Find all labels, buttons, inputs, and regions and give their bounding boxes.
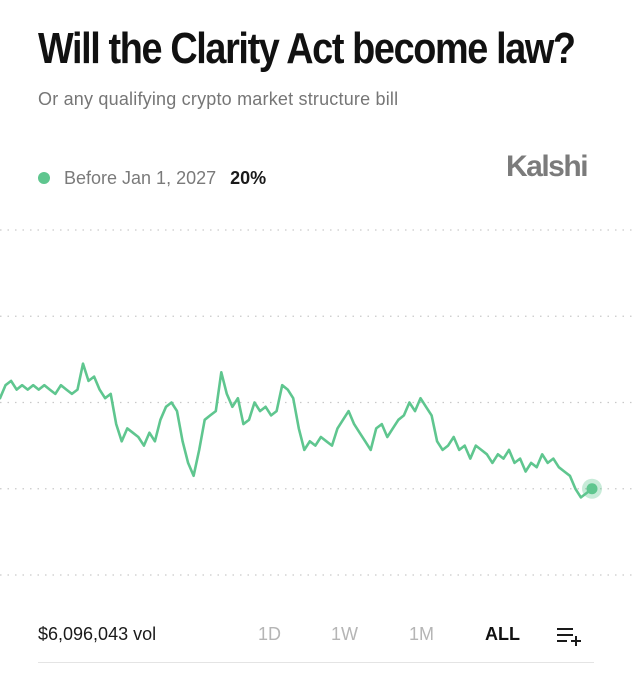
volume-label: $6,096,043 vol	[38, 624, 157, 644]
legend-label: Before Jan 1, 2027	[64, 167, 217, 188]
series-color-dot-icon	[38, 172, 50, 184]
page-title: Will the Clarity Act become law?	[38, 24, 576, 73]
series-line	[0, 362, 594, 499]
range-1w-button[interactable]: 1W	[331, 624, 358, 644]
range-all-button[interactable]: ALL	[485, 624, 520, 644]
chart-legend: Before Jan 1, 2027 20%	[38, 165, 266, 191]
current-point	[586, 483, 598, 495]
chart-footer: $6,096,043 vol 1D 1W 1M ALL	[0, 620, 633, 652]
add-to-list-icon[interactable]	[556, 625, 584, 647]
brand-logo: Kalshi	[506, 150, 589, 183]
footer-divider	[38, 662, 594, 663]
price-chart[interactable]	[0, 215, 633, 600]
range-1m-button[interactable]: 1M	[409, 624, 435, 644]
legend-value: 20%	[230, 167, 267, 188]
page-subtitle: Or any qualifying crypto market structur…	[38, 89, 399, 109]
range-1d-button[interactable]: 1D	[258, 624, 282, 644]
